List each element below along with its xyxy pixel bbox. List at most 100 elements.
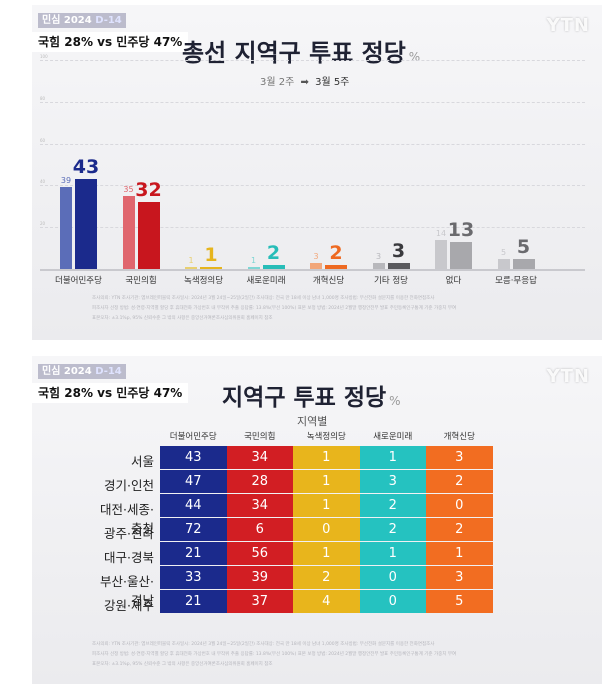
category-label: 새로운미래 [246,276,286,286]
table-cell: 28 [226,470,293,493]
bar-cur [325,264,347,269]
election-badge: 민심 2024 D-14 [38,13,126,28]
table-cell: 0 [293,518,360,541]
table-cell: 72 [160,518,227,541]
table-cell: 0 [359,566,426,589]
column-header: 국민의힘 [244,432,276,442]
arrow-right-icon: ➡ [300,77,309,88]
table-cell: 2 [359,494,426,517]
chart-title-text: 총선 지역구 투표 정당 [182,39,406,67]
gridline-label: 20 [40,221,46,227]
value-label-cur: 5 [516,235,531,258]
dday-label: D-14 [95,15,122,26]
row-label: 대구·경북 [104,550,154,565]
value-label-cur: 32 [135,179,162,202]
gridline [40,101,585,103]
row-label: 광주·전라 [104,526,154,541]
gridline-label: 100 [40,54,48,59]
source-line: 표본오차: ±3.1%p, 95% 신뢰수준 그 밖의 사항은 중앙선거여론조사… [92,662,273,667]
gridline [40,143,585,145]
row-label: 대전·세종·충청 [100,502,154,536]
table-cell: 5 [426,590,493,613]
headline: 국힘 28% vs 민주당 47% [32,383,189,403]
table-title-text: 지역구 투표 정당 [222,385,387,411]
category-label: 녹색정의당 [183,276,224,286]
table-cell: 1 [293,542,360,565]
bar-cur [137,202,160,269]
table-cell: 1 [359,446,426,469]
period-from: 3월 2주 [260,77,295,88]
table-cell: 34 [226,494,293,517]
bar-prev [185,266,197,269]
gridline-label: 60 [40,137,46,143]
category-label: 국민의힘 [125,276,157,286]
badge-label: 민심 2024 [42,366,92,377]
value-label-prev: 14 [435,228,447,238]
table-title-unit: % [389,394,401,408]
value-label-cur: 13 [447,218,475,241]
table-cell: 1 [359,542,426,565]
category-label: 기타 정당 [374,276,408,286]
bar-prev [435,239,447,269]
gridline [40,60,585,61]
chart-title: 총선 지역구 투표 정당% [182,33,420,68]
row-label: 경기·인천 [104,478,154,493]
bar-cur [450,241,472,269]
bar-cur [262,264,285,269]
table-row: 21 56 1 1 1 [160,542,493,565]
table-cell: 2 [359,518,426,541]
value-label-prev: 3 [313,251,319,261]
region-table-panel: 민심 2024 D-14 국힘 28% vs 민주당 47% YTN 지역구 투… [32,356,602,684]
column-header: 새로운미래 [373,432,413,442]
table-cell: 1 [293,446,360,469]
category-label: 모름·무응답 [495,276,537,286]
category-label: 더불어민주당 [55,276,102,286]
table-cell: 0 [426,494,493,517]
headline: 국힘 28% vs 민주당 47% [32,32,189,52]
column-header: 개혁신당 [443,432,475,442]
value-label-prev: 1 [250,255,257,265]
table-cell: 3 [426,446,493,469]
table-cell: 39 [226,566,293,589]
table-cell: 1 [293,494,360,517]
category-label: 개혁신당 [312,276,345,286]
table-title: 지역구 투표 정당% [222,378,401,412]
bar-cur [200,266,222,269]
table-subtitle: 지역별 [297,415,328,428]
value-label-cur: 1 [204,243,218,266]
row-label: 부산·울산·경남 [100,574,154,608]
gridline [40,227,585,229]
table-cell: 37 [226,590,293,613]
source-line: 표본오차: ±3.1%p, 95% 신뢰수준 그 밖의 사항은 중앙선거여론조사… [92,316,273,321]
bar-prev [372,262,385,269]
category-label: 없다 [445,276,462,286]
value-label-prev: 35 [123,184,134,194]
table-cell: 2 [293,566,360,589]
table-cell: 43 [160,446,227,469]
table-cell: 0 [359,590,426,613]
value-label-cur: 2 [266,241,281,264]
column-header: 녹색정의당 [306,432,346,442]
table-cell: 33 [160,566,227,589]
gridline [40,185,585,187]
x-axis-baseline [40,269,585,271]
table-row: 47 28 1 3 2 [160,470,493,493]
value-label-cur: 43 [72,156,100,179]
chart-title-unit: % [408,50,421,64]
table-cell: 2 [426,470,493,493]
table-cell: 56 [226,542,293,565]
badge-label: 민심 2024 [42,15,92,26]
table-cell: 21 [160,542,227,565]
source-line: 조사의뢰: YTN 조사기관: 엠브레인퍼블릭 조사일시: 2024년 3월 2… [92,296,435,301]
bar-prev [310,262,322,269]
table-row: 33 39 2 0 3 [160,566,493,589]
value-label-prev: 3 [375,251,382,261]
ytn-logo: YTN [546,366,590,387]
value-label-prev: 5 [500,247,507,257]
table-row: 21 37 4 0 5 [160,590,493,613]
bar-cur [512,258,535,269]
table-cell: 34 [226,446,293,469]
table-cell: 1 [426,542,493,565]
bar-prev [60,187,72,269]
dday-label: D-14 [95,366,122,377]
